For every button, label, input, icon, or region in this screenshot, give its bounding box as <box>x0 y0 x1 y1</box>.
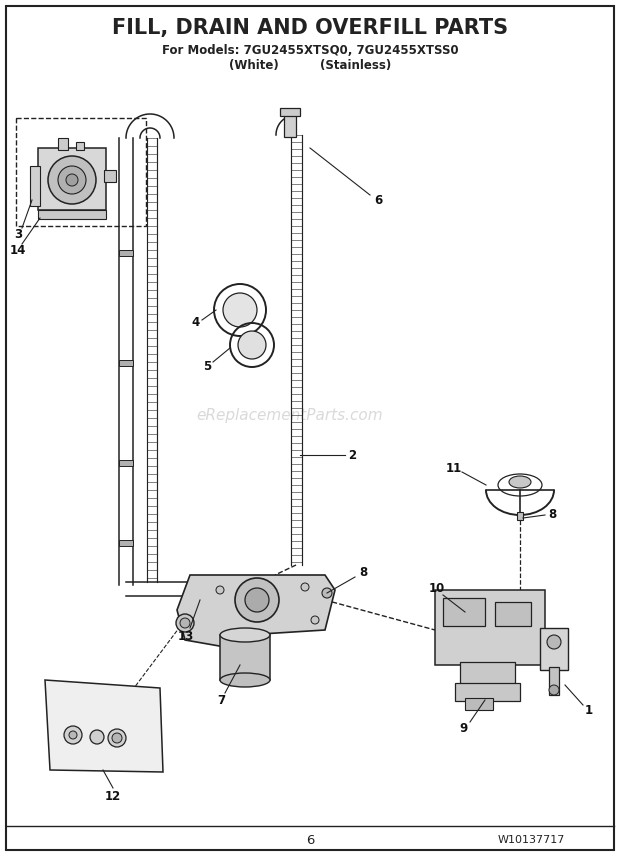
Text: 6: 6 <box>374 193 382 206</box>
Circle shape <box>235 578 279 622</box>
Bar <box>16 118 146 226</box>
Circle shape <box>108 729 126 747</box>
Bar <box>460 662 515 684</box>
Ellipse shape <box>176 614 194 632</box>
Text: 6: 6 <box>306 834 314 847</box>
Bar <box>517 512 523 520</box>
Circle shape <box>64 726 82 744</box>
Bar <box>465 698 493 710</box>
Bar <box>119 360 133 366</box>
Text: 13: 13 <box>178 629 194 643</box>
Ellipse shape <box>220 673 270 687</box>
Text: 3: 3 <box>14 228 22 241</box>
Bar <box>435 590 545 665</box>
Bar <box>119 540 133 546</box>
Circle shape <box>112 733 122 743</box>
Bar <box>30 166 40 206</box>
Bar <box>38 210 106 219</box>
Text: W10137717: W10137717 <box>498 835 565 845</box>
Bar <box>495 602 531 626</box>
Text: 9: 9 <box>459 722 467 734</box>
Text: 4: 4 <box>192 317 200 330</box>
Circle shape <box>186 576 214 604</box>
Text: 1: 1 <box>585 704 593 717</box>
Circle shape <box>547 635 561 649</box>
Text: 5: 5 <box>203 360 211 372</box>
Text: 14: 14 <box>10 243 26 257</box>
Circle shape <box>549 685 559 695</box>
Bar <box>76 142 84 150</box>
Circle shape <box>90 730 104 744</box>
Text: 8: 8 <box>548 508 556 520</box>
Ellipse shape <box>509 476 531 488</box>
Text: 10: 10 <box>429 581 445 595</box>
Bar <box>220 635 270 680</box>
Bar <box>104 170 116 182</box>
Bar <box>38 148 106 210</box>
Polygon shape <box>45 680 163 772</box>
Text: FILL, DRAIN AND OVERFILL PARTS: FILL, DRAIN AND OVERFILL PARTS <box>112 18 508 38</box>
Bar <box>284 110 296 137</box>
Ellipse shape <box>238 331 266 359</box>
Circle shape <box>216 586 224 594</box>
Text: 11: 11 <box>446 461 462 474</box>
Bar <box>540 628 568 670</box>
Circle shape <box>66 174 78 186</box>
Bar <box>119 250 133 256</box>
Text: For Models: 7GU2455XTSQ0, 7GU2455XTSS0: For Models: 7GU2455XTSQ0, 7GU2455XTSS0 <box>162 44 458 56</box>
Text: (White)          (Stainless): (White) (Stainless) <box>229 58 391 72</box>
Circle shape <box>48 156 96 204</box>
Text: 8: 8 <box>359 566 367 579</box>
Circle shape <box>301 583 309 591</box>
Circle shape <box>58 166 86 194</box>
Bar <box>58 138 68 150</box>
Ellipse shape <box>180 618 190 628</box>
Ellipse shape <box>220 628 270 642</box>
Bar <box>280 108 300 116</box>
Text: eReplacementParts.com: eReplacementParts.com <box>197 407 383 423</box>
Polygon shape <box>177 575 335 647</box>
Bar <box>455 683 520 701</box>
Bar <box>119 460 133 466</box>
Circle shape <box>193 583 207 597</box>
Bar <box>443 598 485 626</box>
Text: 2: 2 <box>348 449 356 461</box>
Ellipse shape <box>223 293 257 327</box>
Circle shape <box>311 616 319 624</box>
Circle shape <box>322 588 332 598</box>
Text: 7: 7 <box>217 693 225 706</box>
Text: 12: 12 <box>105 789 121 803</box>
Circle shape <box>69 731 77 739</box>
Circle shape <box>245 588 269 612</box>
Bar <box>549 667 559 695</box>
